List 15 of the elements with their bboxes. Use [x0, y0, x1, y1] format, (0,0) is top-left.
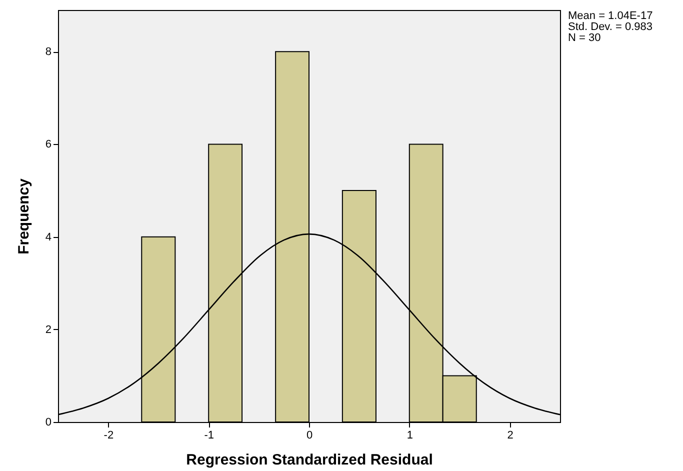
x-tick-label: 1 — [406, 430, 413, 442]
y-tick-label: 2 — [45, 324, 52, 336]
x-tick-label: -2 — [104, 430, 114, 442]
x-tick-label: 2 — [507, 430, 514, 442]
x-tick-label: -1 — [204, 430, 214, 442]
x-tick-label: 0 — [306, 430, 313, 442]
y-axis-title: Frequency — [15, 178, 32, 254]
text: N = 30 — [568, 32, 601, 44]
text: Mean = 1.04E-17 — [568, 10, 653, 22]
x-axis-title: Regression Standardized Residual — [186, 452, 433, 468]
y-tick-label: 6 — [45, 138, 52, 151]
y-tick-label: 0 — [45, 416, 52, 428]
y-tick-label: 4 — [45, 231, 52, 244]
y-tick-label: 8 — [45, 46, 52, 58]
text: Std. Dev. = 0.983 — [568, 21, 652, 33]
